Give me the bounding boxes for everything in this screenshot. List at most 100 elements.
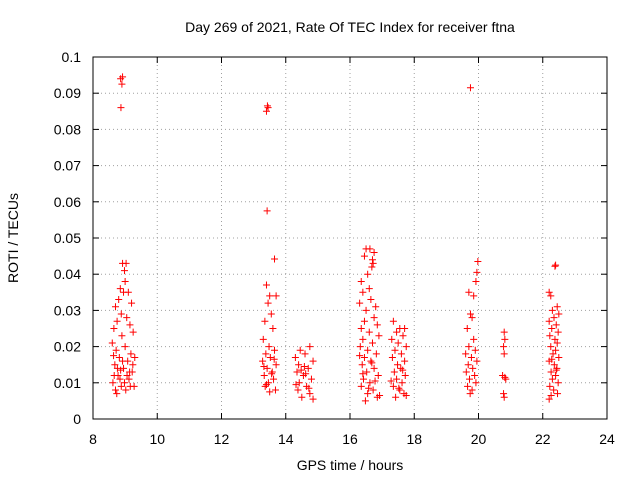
data-point xyxy=(259,357,267,365)
data-point xyxy=(111,361,119,369)
data-point xyxy=(294,386,302,394)
data-point xyxy=(129,328,137,336)
data-point xyxy=(112,346,120,354)
data-point xyxy=(267,310,275,318)
data-point xyxy=(466,375,474,383)
data-point xyxy=(292,381,300,389)
data-point xyxy=(270,355,278,363)
data-point xyxy=(260,363,268,371)
y-tick-label: 0.05 xyxy=(54,230,81,246)
data-point xyxy=(108,339,116,347)
data-point xyxy=(370,364,378,372)
data-point xyxy=(372,350,380,358)
data-point xyxy=(357,382,365,390)
data-point xyxy=(110,372,118,380)
chart-title: Day 269 of 2021, Rate Of TEC Index for r… xyxy=(185,19,515,35)
data-point xyxy=(389,317,397,325)
data-point xyxy=(471,372,479,380)
data-point xyxy=(500,343,508,351)
data-point xyxy=(271,255,279,263)
data-point xyxy=(360,353,368,361)
data-point xyxy=(113,317,121,325)
data-point xyxy=(547,368,555,376)
data-point xyxy=(272,361,280,369)
data-point xyxy=(116,375,124,383)
data-point xyxy=(391,346,399,354)
grid xyxy=(93,57,607,419)
data-point xyxy=(270,375,278,383)
data-point xyxy=(123,372,131,380)
data-point xyxy=(399,332,407,340)
data-point xyxy=(376,391,384,399)
data-point xyxy=(545,317,553,325)
data-point xyxy=(291,353,299,361)
y-tick-label: 0.07 xyxy=(54,158,81,174)
data-point xyxy=(367,296,375,304)
x-tick-labels: 8 10 12 14 16 18 20 22 24 xyxy=(89,431,615,447)
data-point xyxy=(553,339,561,347)
data-point xyxy=(472,379,480,387)
data-point xyxy=(548,306,556,314)
data-point xyxy=(309,395,317,403)
data-point xyxy=(262,350,270,358)
data-point xyxy=(115,296,123,304)
data-point xyxy=(263,102,271,110)
data-point xyxy=(364,346,372,354)
data-point xyxy=(401,325,409,332)
data-point xyxy=(368,256,376,264)
data-point xyxy=(555,310,563,318)
data-point xyxy=(402,391,410,399)
data-point xyxy=(265,343,273,351)
data-point xyxy=(295,379,303,387)
data-point xyxy=(121,277,129,285)
data-point xyxy=(262,281,270,289)
data-point xyxy=(361,397,369,405)
data-point xyxy=(474,258,482,266)
data-point xyxy=(368,263,376,271)
data-point xyxy=(115,353,123,361)
data-point xyxy=(394,361,402,369)
data-point xyxy=(549,350,557,358)
data-point xyxy=(298,393,306,401)
data-point xyxy=(398,379,406,387)
data-point xyxy=(131,353,139,361)
data-point xyxy=(111,303,119,311)
y-tick-label: 0.08 xyxy=(54,121,81,137)
data-point xyxy=(550,314,558,322)
data-point xyxy=(500,393,508,401)
data-point xyxy=(364,270,372,278)
data-points xyxy=(108,73,563,405)
data-point xyxy=(392,393,400,401)
data-point xyxy=(468,314,476,322)
data-point xyxy=(116,285,124,293)
data-point xyxy=(359,288,367,296)
data-point xyxy=(271,386,279,394)
data-point xyxy=(366,379,374,387)
data-point xyxy=(473,268,481,276)
data-point xyxy=(397,350,405,358)
data-point xyxy=(359,375,367,383)
data-point xyxy=(360,317,368,325)
data-point xyxy=(123,314,131,322)
data-point xyxy=(553,364,561,372)
data-point xyxy=(547,343,555,351)
data-point xyxy=(128,299,136,307)
data-point xyxy=(554,379,562,387)
data-point xyxy=(260,372,268,380)
data-point xyxy=(363,368,371,376)
data-point xyxy=(109,379,117,387)
data-point xyxy=(360,252,368,260)
data-point xyxy=(266,353,274,361)
data-point xyxy=(401,357,409,365)
data-point xyxy=(358,361,366,369)
data-point xyxy=(307,375,315,383)
data-point xyxy=(550,386,558,394)
data-point xyxy=(466,84,474,92)
data-point xyxy=(295,361,303,369)
data-point xyxy=(117,104,125,112)
data-point xyxy=(395,384,403,392)
data-point xyxy=(262,381,270,389)
data-point xyxy=(465,288,473,296)
data-point xyxy=(394,339,402,347)
data-point xyxy=(389,382,397,390)
